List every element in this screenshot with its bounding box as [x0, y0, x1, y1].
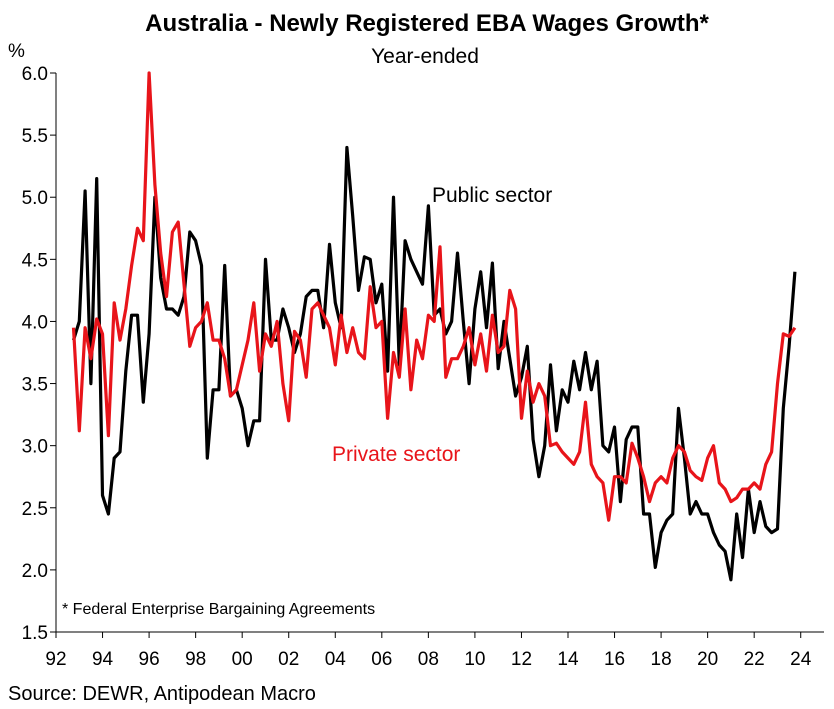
- x-tick-label: 06: [371, 649, 392, 670]
- chart-subtitle: Year-ended: [371, 45, 479, 68]
- y-tick-label: 4.5: [22, 250, 48, 271]
- x-tick-label: 18: [651, 649, 672, 670]
- x-axis: 92 94 96 98 00 02 04 06 08 10 12 14 16 18 20 22 24: [45, 632, 812, 670]
- source-note: Source: DEWR, Antipodean Macro: [8, 683, 316, 705]
- x-tick-label: 08: [418, 649, 439, 670]
- x-tick-label: 16: [604, 649, 625, 670]
- y-tick-label: 5.5: [22, 126, 48, 147]
- x-tick-label: 92: [45, 649, 66, 670]
- y-tick-label: 3.5: [22, 375, 48, 396]
- x-tick-label: 02: [278, 649, 299, 670]
- public-sector-label: Public sector: [432, 184, 552, 207]
- x-tick-label: 96: [139, 649, 160, 670]
- y-tick-label: 5.0: [22, 188, 48, 209]
- x-tick-label: 94: [92, 649, 114, 670]
- private-sector-label: Private sector: [332, 443, 460, 466]
- chart-title: Australia - Newly Registered EBA Wages G…: [145, 10, 709, 37]
- footnote: * Federal Enterprise Bargaining Agreemen…: [62, 601, 375, 618]
- x-tick-label: 10: [464, 649, 485, 670]
- x-tick-label: 24: [790, 649, 812, 670]
- y-tick-label: 2.5: [22, 499, 48, 520]
- x-tick-label: 12: [511, 649, 532, 670]
- x-tick-label: 98: [185, 649, 206, 670]
- x-tick-label: 20: [697, 649, 718, 670]
- private-sector-line: [71, 71, 797, 522]
- y-axis-unit-label: %: [8, 41, 25, 62]
- y-tick-label: 2.0: [22, 561, 48, 582]
- y-tick-label: 4.0: [22, 312, 48, 333]
- x-tick-label: 04: [325, 649, 347, 670]
- y-axis: 6.0 5.5 5.0 4.5 4.0 3.5 3.0 2.5 2.0 1.5: [22, 64, 56, 644]
- x-tick-label: 14: [557, 649, 579, 670]
- x-tick-label: 22: [744, 649, 765, 670]
- public-sector-line: [71, 145, 797, 582]
- y-tick-label: 1.5: [22, 623, 48, 644]
- x-tick-label: 00: [232, 649, 253, 670]
- y-tick-label: 3.0: [22, 437, 48, 458]
- y-tick-label: 6.0: [22, 64, 48, 85]
